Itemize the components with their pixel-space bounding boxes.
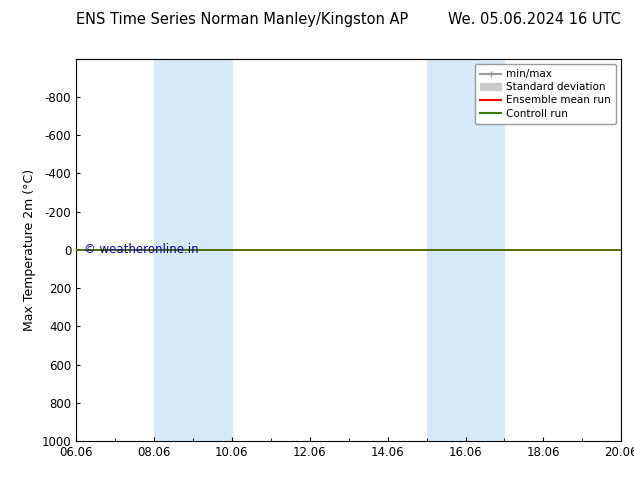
Bar — [465, 59, 505, 441]
Bar — [154, 59, 193, 441]
Bar — [427, 59, 465, 441]
Legend: min/max, Standard deviation, Ensemble mean run, Controll run: min/max, Standard deviation, Ensemble me… — [475, 64, 616, 124]
Text: ENS Time Series Norman Manley/Kingston AP: ENS Time Series Norman Manley/Kingston A… — [76, 12, 408, 27]
Y-axis label: Max Temperature 2m (°C): Max Temperature 2m (°C) — [23, 169, 36, 331]
Text: We. 05.06.2024 16 UTC: We. 05.06.2024 16 UTC — [448, 12, 621, 27]
Text: © weatheronline.in: © weatheronline.in — [84, 244, 199, 256]
Bar — [193, 59, 232, 441]
